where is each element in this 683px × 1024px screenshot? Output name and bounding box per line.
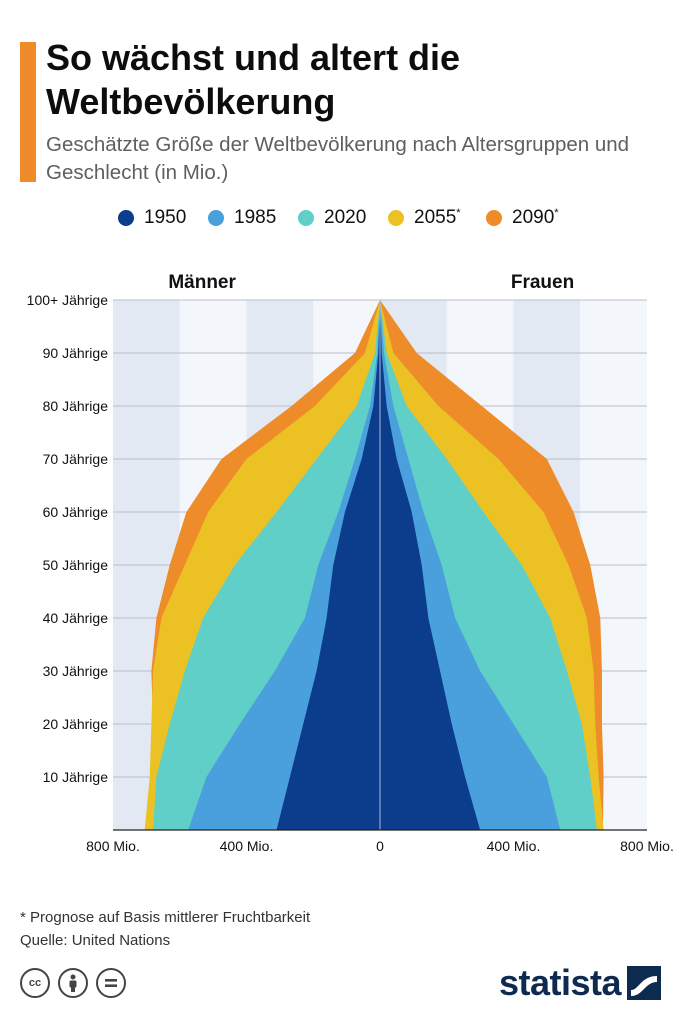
forecast-note: * Prognose auf Basis mittlerer Fruchtbar… [20, 909, 311, 926]
legend-swatch [486, 210, 502, 226]
y-tick-label: 10 Jährige [43, 769, 109, 785]
statista-logo[interactable]: statista [499, 962, 661, 1004]
x-tick-label: 400 Mio. [220, 838, 274, 854]
legend-swatch [298, 210, 314, 226]
y-tick-label: 20 Jährige [43, 716, 109, 732]
chart-title: So wächst und altert die Weltbevölkerung [46, 37, 461, 122]
legend-swatch [118, 210, 134, 226]
legend-label: 2055 [414, 207, 457, 228]
legend-swatch [388, 210, 404, 226]
side-label: Männer [168, 272, 236, 293]
legend: 1950 1985 2020 2055 * 2090 * [0, 204, 683, 232]
y-tick-label: 60 Jährige [43, 504, 109, 520]
legend-item-2020: 2020 [298, 204, 366, 232]
legend-label: 1950 [144, 207, 187, 228]
cc-icon[interactable]: cc [20, 968, 50, 998]
legend-label: 1985 [234, 207, 277, 228]
x-tick-label: 800 Mio. [86, 838, 140, 854]
statista-logo-icon [627, 966, 661, 1000]
no-derivatives-icon[interactable] [96, 968, 126, 998]
license-icons: cc [20, 968, 126, 998]
y-tick-label: 90 Jährige [43, 345, 109, 361]
x-tick-label: 0 [376, 838, 384, 854]
brand-wordmark: statista [498, 962, 622, 1003]
attribution-icon[interactable] [58, 968, 88, 998]
legend-item-2055: 2055 * [388, 204, 461, 232]
legend-swatch [208, 210, 224, 226]
chart-subtitle: Geschätzte Größe der Weltbevölkerung nac… [46, 133, 630, 184]
legend-asterisk: * [456, 207, 461, 219]
y-tick-label: 40 Jährige [43, 610, 109, 626]
series-area-1950 [276, 300, 481, 830]
legend-item-1985: 1985 [208, 204, 276, 232]
legend-label: 2020 [324, 207, 367, 228]
x-tick-label: 800 Mio. [620, 838, 674, 854]
title-accent-bar [20, 42, 36, 182]
legend-item-1950: 1950 [118, 204, 186, 232]
y-tick-label: 100+ Jährige [27, 292, 109, 308]
side-label: Frauen [511, 272, 574, 293]
legend-asterisk: * [554, 207, 559, 219]
legend-label: 2090 [512, 207, 555, 228]
footnote: * Prognose auf Basis mittlerer Fruchtbar… [20, 906, 310, 952]
x-tick-label: 400 Mio. [487, 838, 541, 854]
source-note: Quelle: United Nations [20, 932, 171, 949]
legend-item-2090: 2090 * [486, 204, 559, 232]
population-pyramid-chart: 100+ Jährige 90 Jährige 80 Jährige 70 Jähri… [27, 272, 674, 854]
y-tick-label: 80 Jährige [43, 398, 109, 414]
y-tick-label: 70 Jährige [43, 451, 109, 467]
y-tick-label: 50 Jährige [43, 557, 109, 573]
y-tick-label: 30 Jährige [43, 663, 109, 679]
